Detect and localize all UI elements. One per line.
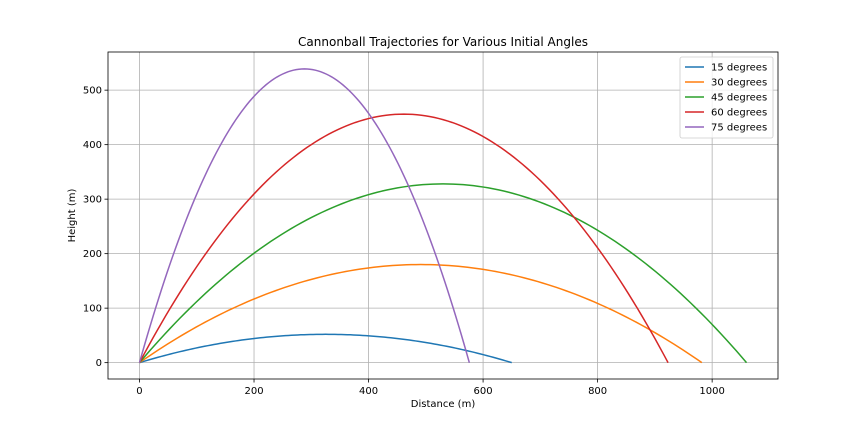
plot-area-frame — [107, 51, 779, 380]
y-tick-label: 300 — [83, 195, 102, 206]
y-axis-label: Height (m) — [67, 189, 78, 243]
series-line — [139, 333, 512, 364]
legend-entry-label: 60 degrees — [711, 108, 767, 119]
x-tick-label: 400 — [359, 386, 378, 397]
x-tick-label: 0 — [136, 386, 142, 397]
y-tick-label: 100 — [83, 304, 102, 315]
legend-entry-label: 45 degrees — [711, 93, 767, 104]
chart-title: Cannonball Trajectories for Various Init… — [298, 35, 588, 49]
y-tick-label: 0 — [96, 358, 102, 369]
grid — [108, 52, 778, 379]
axis-ticks: 0 200 400 600 800 1000 0 100 200 300 400 500 — [83, 86, 725, 397]
x-tick-label: 800 — [588, 386, 607, 397]
x-tick-label: 200 — [244, 386, 263, 397]
legend-entry-label: 15 degrees — [711, 63, 767, 74]
x-tick-label: 1000 — [699, 386, 724, 397]
y-tick-label: 500 — [83, 86, 102, 97]
y-tick-label: 200 — [83, 249, 102, 260]
series-line — [138, 68, 471, 363]
legend-box — [679, 56, 774, 139]
series-lines — [138, 68, 748, 364]
legend-entry-label: 30 degrees — [711, 78, 767, 89]
series-line — [138, 113, 669, 364]
x-axis-label: Distance (m) — [411, 399, 476, 410]
x-tick-label: 600 — [474, 386, 493, 397]
y-tick-label: 400 — [83, 140, 102, 151]
series-line — [138, 183, 748, 364]
legend: 15 degrees 30 degrees 45 degrees 60 degrees… — [679, 56, 774, 139]
legend-entry-label: 75 degrees — [711, 123, 767, 134]
series-line — [139, 263, 703, 364]
